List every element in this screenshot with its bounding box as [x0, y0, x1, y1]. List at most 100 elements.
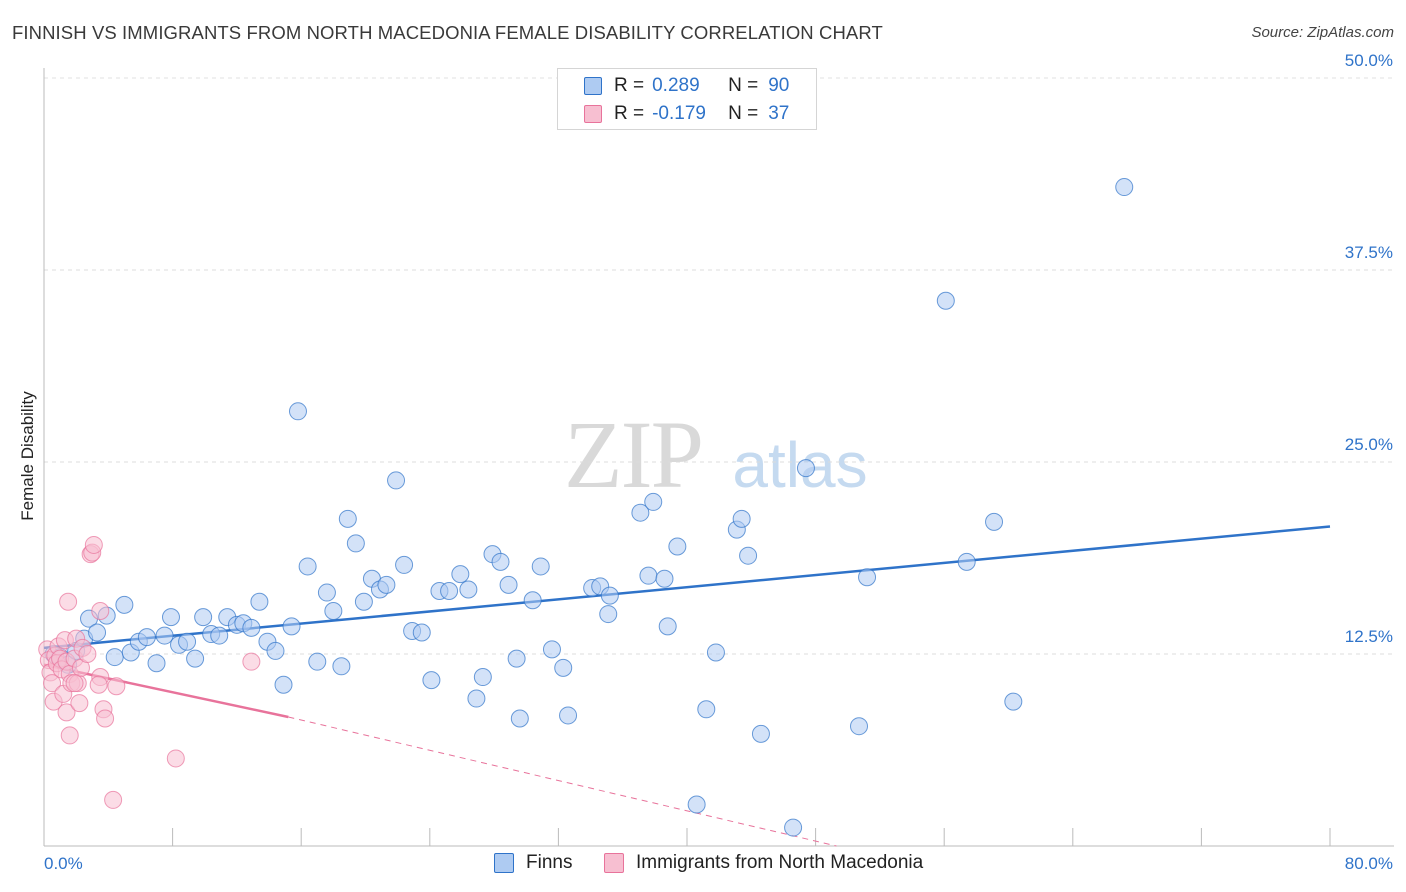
- tick-labels: 12.5% 25.0% 37.5% 50.0% 0.0% 80.0%: [44, 51, 1393, 873]
- finns-point: [542, 640, 561, 659]
- immigrants-trend-extension: [288, 716, 837, 847]
- finns-point: [559, 706, 578, 725]
- finns-point: [473, 668, 492, 687]
- finns-point: [957, 552, 976, 571]
- finns-point: [531, 557, 550, 576]
- finns-point: [523, 591, 542, 610]
- finns-point: [88, 623, 107, 642]
- watermark: ZIP atlas: [564, 401, 868, 508]
- immigrants-point: [84, 535, 103, 554]
- finns-point: [491, 552, 510, 571]
- finns-point: [644, 492, 663, 511]
- finns-point: [332, 657, 351, 676]
- finns-point: [210, 626, 229, 645]
- bottom-legend-swatch-finns: [494, 853, 514, 873]
- finns-point: [440, 582, 459, 601]
- finns-point: [459, 580, 478, 599]
- finns-point: [732, 509, 751, 528]
- immigrants-point: [96, 709, 115, 728]
- immigrants-point: [65, 674, 84, 693]
- legend-swatch-immigrants: [584, 105, 602, 123]
- finns-point: [274, 675, 293, 694]
- finns-point: [317, 583, 336, 602]
- finns-point: [308, 652, 327, 671]
- legend-r-label: R =: [614, 103, 645, 124]
- finns-point: [242, 618, 261, 637]
- finns-point: [412, 623, 431, 642]
- finns-point: [338, 509, 357, 528]
- finns-point: [354, 592, 373, 611]
- y-tick-label: 37.5%: [1345, 243, 1393, 262]
- finns-point: [510, 709, 529, 728]
- finns-point: [796, 459, 815, 478]
- finns-point: [451, 565, 470, 584]
- x-tick-label: 80.0%: [1345, 854, 1393, 873]
- finns-point: [751, 724, 770, 743]
- finns-point: [697, 700, 716, 719]
- finns-point: [687, 795, 706, 814]
- finns-point: [147, 654, 166, 673]
- legend-box: R = 0.289 N = 90 R = -0.179 N = 37: [557, 68, 817, 130]
- finns-point: [282, 617, 301, 636]
- finns-point: [1115, 178, 1134, 197]
- legend-n-value: 90: [768, 75, 790, 96]
- finns-point: [1004, 692, 1023, 711]
- finns-point: [499, 575, 518, 594]
- finns-point: [288, 402, 307, 421]
- x-tick-label: 0.0%: [44, 854, 83, 873]
- immigrants-point: [60, 726, 79, 745]
- bottom-legend-label-immigrants: Immigrants from North Macedonia: [636, 852, 924, 873]
- y-tick-label: 25.0%: [1345, 435, 1393, 454]
- finns-point: [985, 512, 1004, 531]
- source-label: Source: ZipAtlas.com: [1251, 24, 1394, 41]
- legend-r-value: -0.179: [652, 103, 706, 124]
- immigrants-point: [104, 790, 123, 809]
- bottom-legend-label-finns: Finns: [526, 852, 573, 873]
- immigrants-point: [70, 694, 89, 713]
- axes: [43, 68, 1394, 847]
- finns-point: [936, 291, 955, 310]
- finns-point: [346, 534, 365, 553]
- grid-lines: [44, 77, 1394, 655]
- finns-point: [599, 605, 618, 624]
- finns-point: [298, 557, 317, 576]
- legend-r-label: R =: [614, 75, 645, 96]
- immigrants-point: [89, 675, 108, 694]
- legend-row-immigrants: R = -0.179 N = 37: [584, 102, 789, 126]
- finns-point: [507, 649, 526, 668]
- finns-point: [655, 569, 674, 588]
- finns-point: [658, 617, 677, 636]
- finns-point: [266, 641, 285, 660]
- immigrants-point: [78, 645, 97, 663]
- bottom-legend-finns: Finns: [494, 852, 572, 874]
- finns-point: [639, 566, 658, 585]
- finns-point: [631, 503, 650, 522]
- finns-point: [395, 555, 414, 574]
- finns-point: [387, 471, 406, 490]
- finns-point: [668, 537, 687, 556]
- finns-point: [467, 689, 486, 708]
- finns-point: [137, 628, 156, 647]
- finns-point: [858, 568, 877, 587]
- finns-point: [161, 608, 180, 627]
- finns-point: [422, 671, 441, 690]
- legend-n-label: N =: [728, 103, 759, 124]
- finns-point: [186, 649, 205, 668]
- legend-n-value: 37: [768, 103, 790, 124]
- finns-point: [194, 608, 213, 627]
- finns-point: [115, 595, 134, 614]
- chart-title: FINNISH VS IMMIGRANTS FROM NORTH MACEDON…: [12, 22, 883, 43]
- finns-point: [706, 643, 725, 662]
- immigrants-point: [107, 677, 126, 696]
- immigrants-point: [59, 592, 78, 611]
- bottom-legend-immigrants: Immigrants from North Macedonia: [604, 852, 923, 874]
- bottom-legend-swatch-immigrants: [604, 853, 624, 873]
- immigrants-point: [166, 749, 185, 768]
- legend-row-finns: R = 0.289 N = 90: [584, 74, 789, 98]
- immigrants-point: [242, 652, 261, 671]
- finns-point: [739, 546, 758, 565]
- finns-point: [324, 601, 343, 620]
- y-tick-label: 50.0%: [1345, 51, 1393, 70]
- y-tick-label: 12.5%: [1345, 627, 1393, 646]
- watermark-zip: ZIP: [564, 401, 702, 508]
